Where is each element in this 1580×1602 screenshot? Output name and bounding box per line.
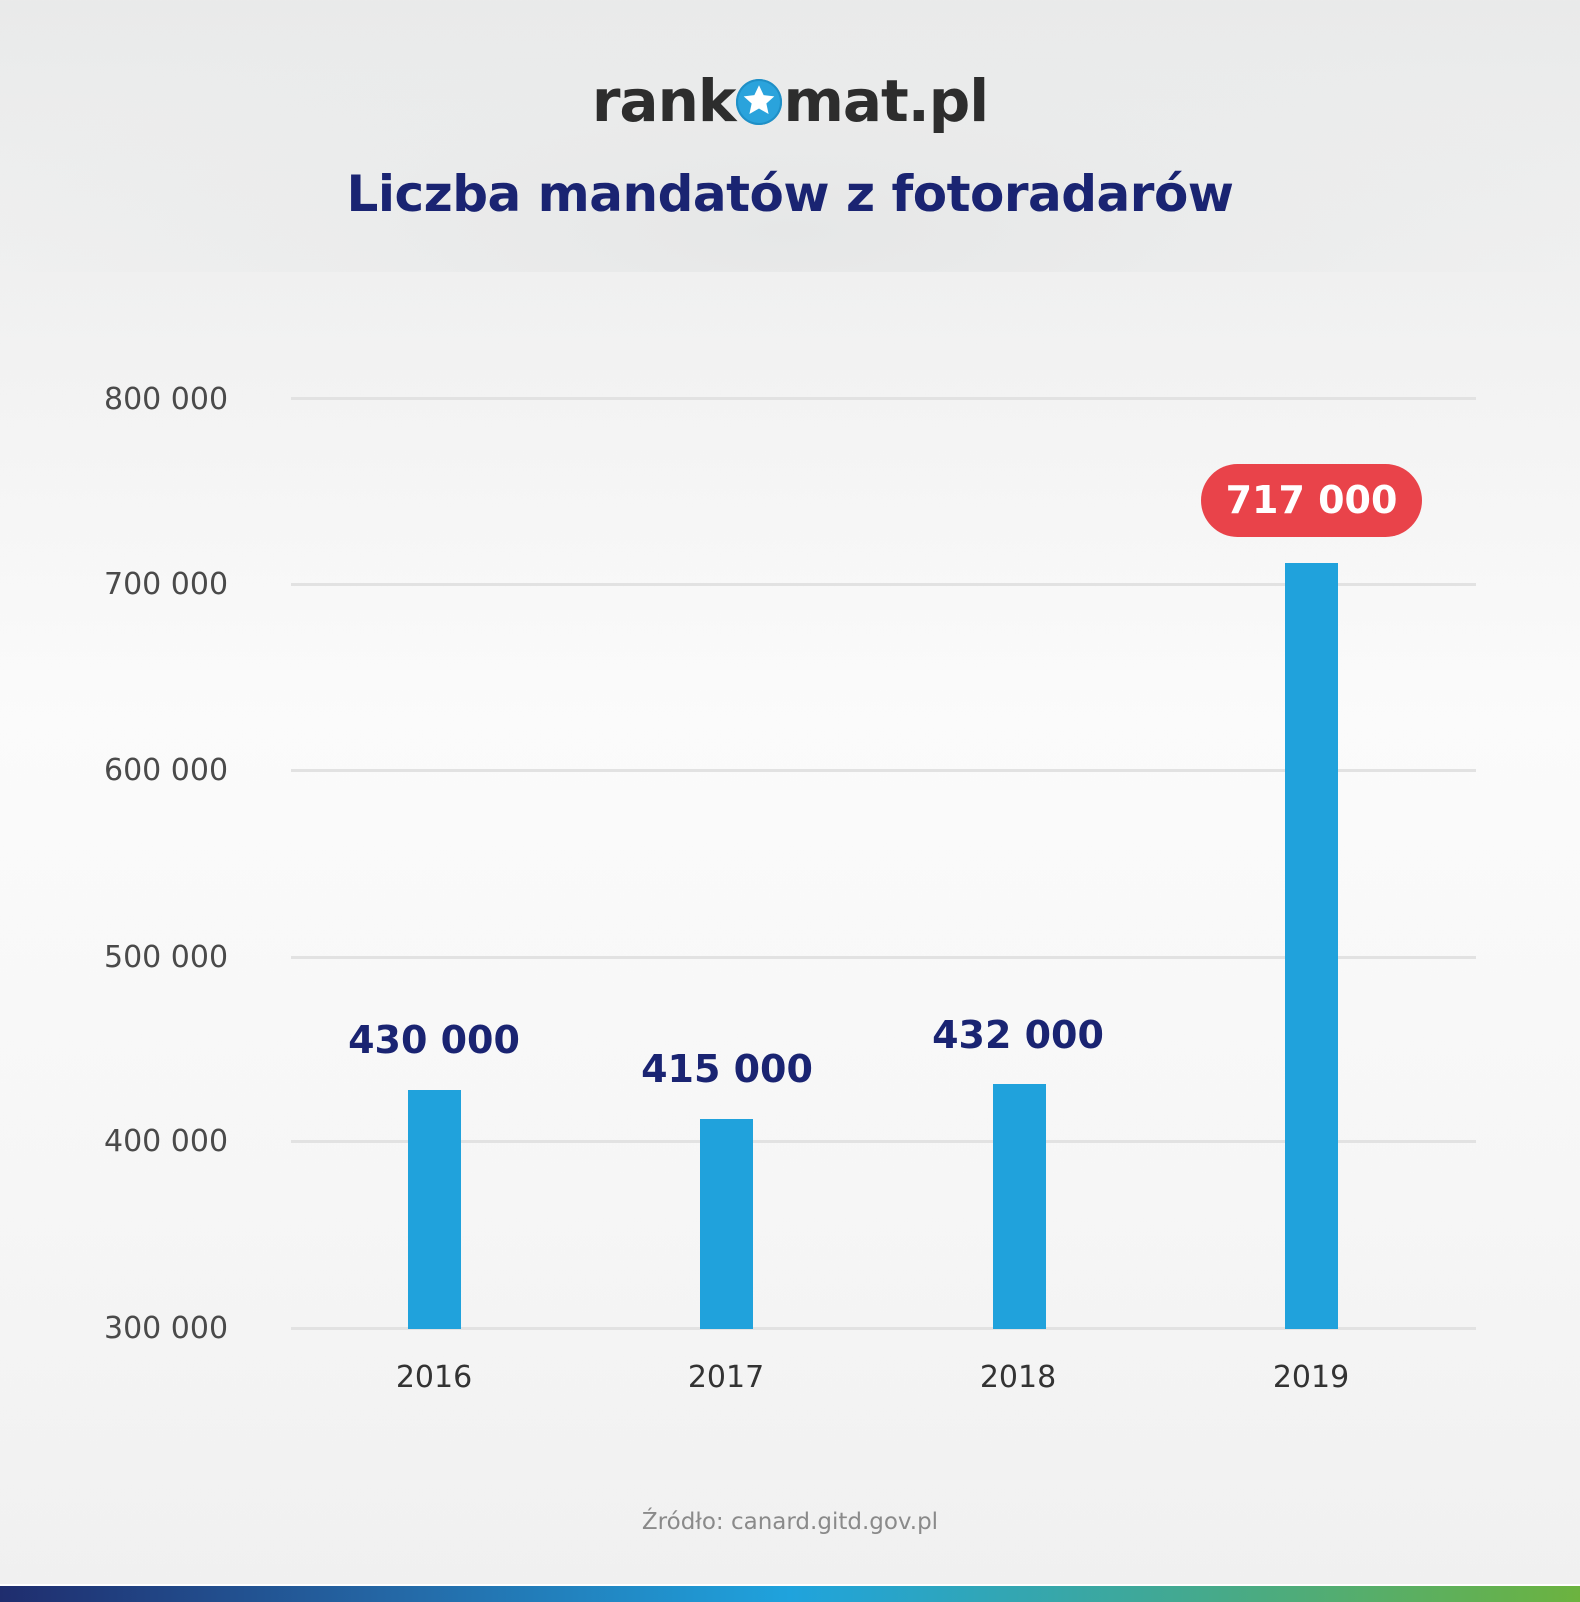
gridline-700000 [291,583,1476,586]
y-tick-600000: 600 000 [104,753,229,788]
header-band [0,0,1580,272]
x-tick-2017: 2017 [687,1360,765,1395]
rankomat-logo: rank mat.pl [0,66,1580,136]
logo-text-mat: mat.pl [783,67,989,135]
bar-2017 [700,1119,753,1329]
brand-gradient-bar [0,1584,1580,1602]
star-icon [736,79,783,125]
source-note: Źródło: canard.gitd.gov.pl [641,1509,939,1535]
bar-2019 [1285,563,1338,1329]
y-tick-800000: 800 000 [104,382,229,417]
logo-text-rank: rank [591,67,737,135]
gridline-300000 [291,1327,1476,1330]
y-tick-700000: 700 000 [104,567,229,602]
bar-2016 [408,1090,461,1329]
value-label-2018: 432 000 [932,1013,1104,1057]
x-tick-2016: 2016 [395,1360,473,1395]
gridline-400000 [291,1140,1476,1143]
gridline-600000 [291,769,1476,772]
y-tick-500000: 500 000 [104,940,229,975]
chart-title: Liczba mandatów z fotoradarów [346,165,1235,223]
value-label-2017: 415 000 [641,1047,813,1091]
value-badge-2019: 717 000 [1201,464,1422,537]
value-label-2016: 430 000 [348,1018,520,1062]
x-tick-2018: 2018 [979,1360,1057,1395]
gridline-500000 [291,956,1476,959]
x-tick-2019: 2019 [1272,1360,1350,1395]
y-tick-400000: 400 000 [104,1124,229,1159]
bar-2018 [993,1084,1046,1329]
gridline-800000 [291,397,1476,400]
y-tick-300000: 300 000 [104,1311,229,1346]
